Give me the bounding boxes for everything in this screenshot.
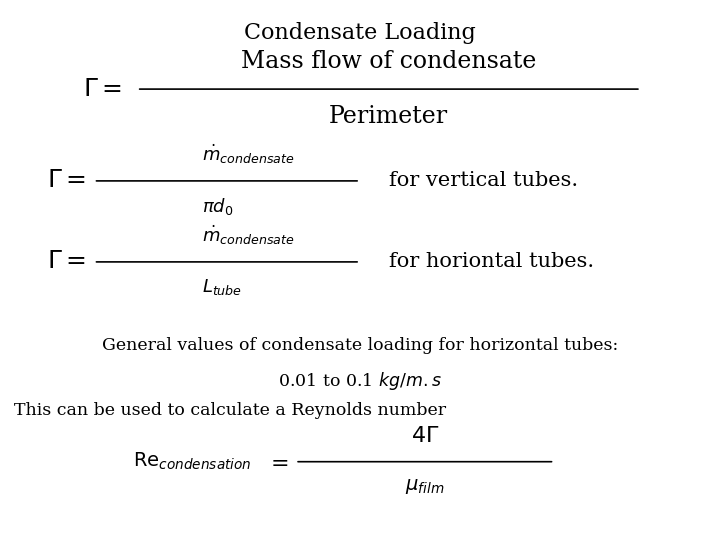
Text: $\mathrm{Re}_{condensation}$: $\mathrm{Re}_{condensation}$ bbox=[133, 451, 252, 472]
Text: $\Gamma = $: $\Gamma = $ bbox=[48, 251, 86, 273]
Text: $\mu_{film}$: $\mu_{film}$ bbox=[405, 477, 444, 496]
Text: $4\Gamma$: $4\Gamma$ bbox=[410, 424, 439, 447]
Text: $=$: $=$ bbox=[266, 451, 289, 472]
Text: General values of condensate loading for horizontal tubes:: General values of condensate loading for… bbox=[102, 338, 618, 354]
Text: $\Gamma = $: $\Gamma = $ bbox=[48, 170, 86, 192]
Text: This can be used to calculate a Reynolds number: This can be used to calculate a Reynolds… bbox=[14, 402, 446, 419]
Text: $\Gamma = $: $\Gamma = $ bbox=[84, 78, 122, 100]
Text: $L_{tube}$: $L_{tube}$ bbox=[202, 277, 242, 297]
Text: Mass flow of condensate: Mass flow of condensate bbox=[241, 50, 536, 73]
Text: Perimeter: Perimeter bbox=[329, 105, 449, 129]
Text: 0.01 to 0.1 $kg/m.s$: 0.01 to 0.1 $kg/m.s$ bbox=[278, 370, 442, 392]
Text: $\pi d_0$: $\pi d_0$ bbox=[202, 196, 233, 217]
Text: $\dot{m}_{condensate}$: $\dot{m}_{condensate}$ bbox=[202, 224, 294, 247]
Text: Condensate Loading: Condensate Loading bbox=[244, 22, 476, 44]
Text: for horiontal tubes.: for horiontal tubes. bbox=[389, 252, 594, 272]
Text: for vertical tubes.: for vertical tubes. bbox=[389, 171, 578, 191]
Text: $\dot{m}_{condensate}$: $\dot{m}_{condensate}$ bbox=[202, 143, 294, 166]
